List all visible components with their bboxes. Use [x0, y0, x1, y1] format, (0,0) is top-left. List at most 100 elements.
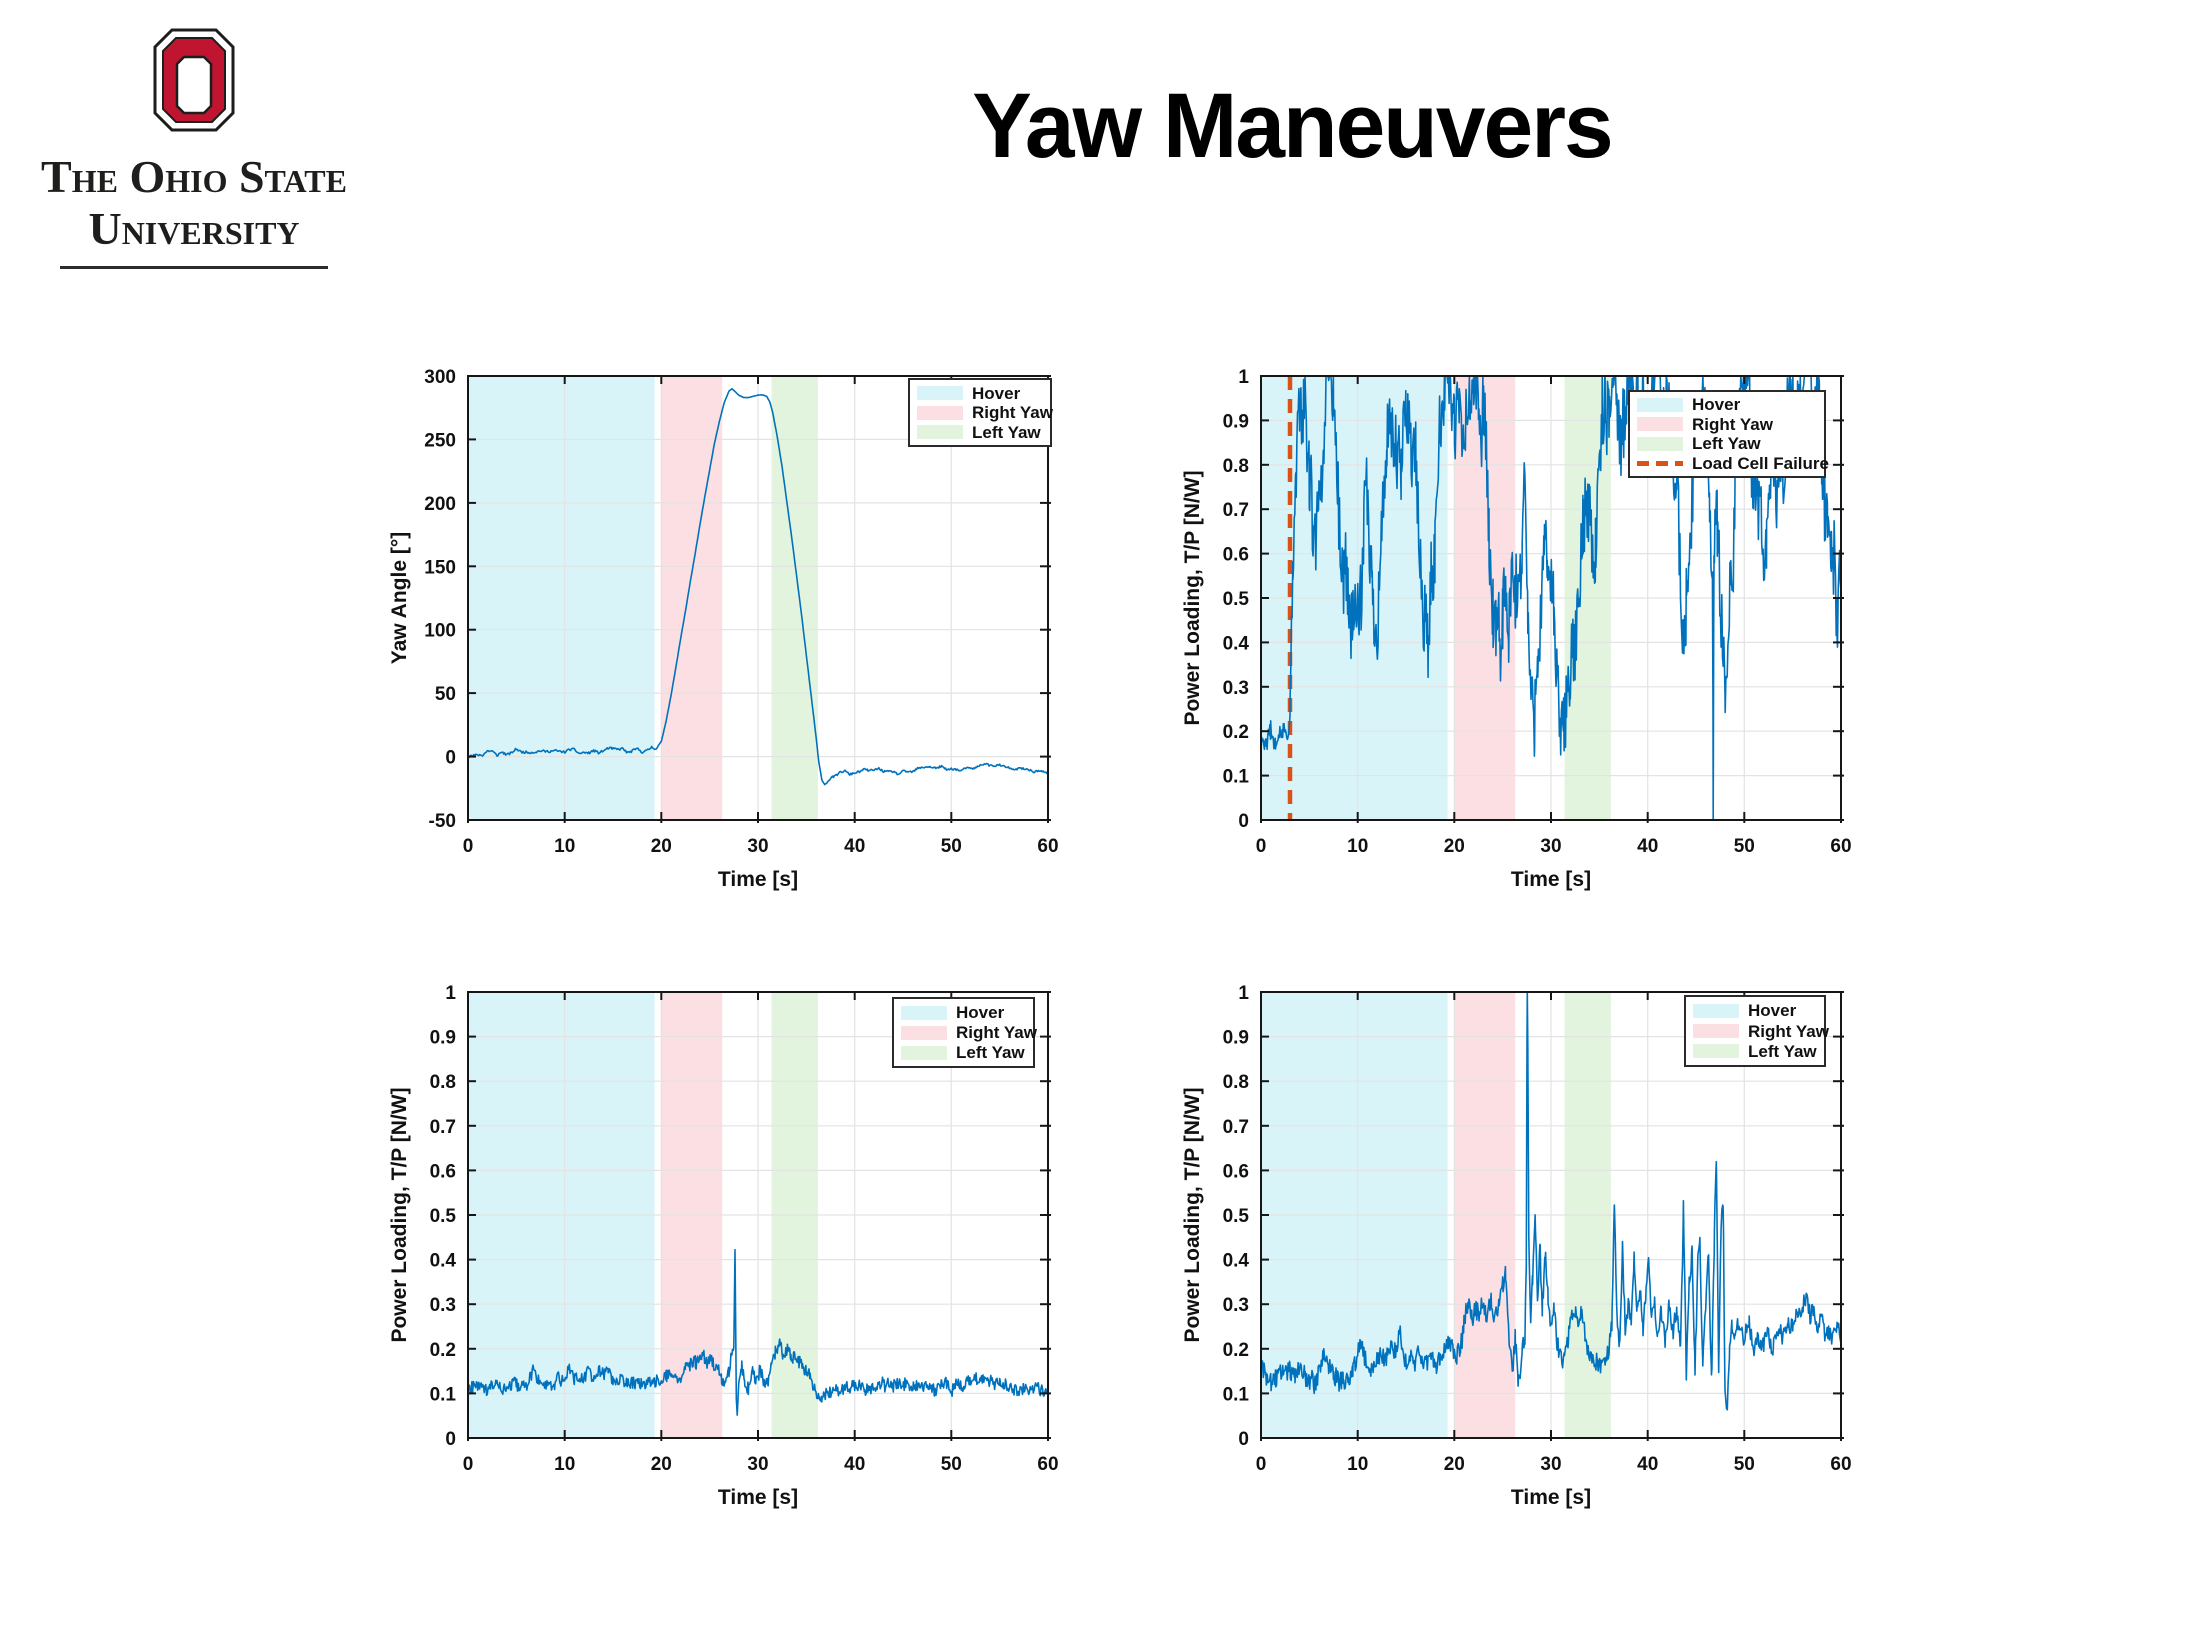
y-tick-label: -50 [429, 811, 456, 832]
x-axis-label: Time [s] [718, 1486, 798, 1509]
y-tick-label: 0 [445, 748, 456, 769]
legend-label-left-yaw: Left Yaw [972, 422, 1041, 442]
legend-swatch-right-yaw [1693, 1024, 1739, 1038]
y-tick-label: 0.7 [1223, 1117, 1249, 1138]
yaw-angle-legend: Hover Right Yaw Left Yaw [908, 378, 1053, 447]
y-tick-label: 0.4 [1223, 1251, 1250, 1272]
legend-row-left-yaw: Left Yaw [901, 1044, 1026, 1061]
y-tick-label: 0.8 [430, 1072, 456, 1093]
axes-box [1260, 375, 1842, 821]
x-tick-label: 40 [1637, 1454, 1658, 1475]
legend-swatch-left-yaw [917, 425, 963, 439]
power-loading-right-legend: Hover Right Yaw Left Yaw [1684, 995, 1829, 1067]
y-tick-label: 0.1 [1223, 767, 1250, 788]
axes-box [467, 991, 1049, 1439]
y-tick-label: 0 [445, 1429, 456, 1450]
chart-power-loading-failure: 0 10 20 30 40 50 60 0 0.1 0.2 0.3 0.4 0.5 0.6 0.7 0.8 0.… [1171, 358, 1859, 904]
legend-row-load-cell-failure: Load Cell Failure [1637, 455, 1829, 472]
legend-swatch-right-yaw [1637, 417, 1683, 432]
chart-power-loading-right: 0 10 20 30 40 50 60 0 0.1 0.2 0.3 0.4 0.5 0.6 0.7 0.8 0.… [1171, 974, 1859, 1522]
y-tick-label: 0.7 [1223, 500, 1249, 521]
y-tick-label: 0.8 [1223, 1072, 1249, 1093]
legend-swatch-hover [917, 386, 963, 400]
yaw-angle-plot: 0 10 20 30 40 50 60 -50 0 50 100 150 200 250 300 Time [… [388, 367, 1059, 891]
y-tick-label: 0 [1238, 811, 1249, 832]
legend-label-hover: Hover [1692, 395, 1741, 415]
y-tick-label: 0.2 [430, 1340, 456, 1361]
y-tick-label: 0.4 [1223, 633, 1250, 654]
power-loading-left-plot: 0 10 20 30 40 50 60 0 0.1 0.2 0.3 0.4 0.5 0.6 0.7 0.8 0.… [388, 983, 1059, 1509]
legend-label-left-yaw: Left Yaw [1748, 1041, 1817, 1061]
power-loading-left-legend: Hover Right Yaw Left Yaw [892, 997, 1037, 1068]
power-loading-right-plot: 0 10 20 30 40 50 60 0 0.1 0.2 0.3 0.4 0.5 0.6 0.7 0.8 0.… [1181, 983, 1852, 1509]
y-tick-label: 0.3 [430, 1295, 456, 1316]
legend-row-right-yaw: Right Yaw [917, 404, 1053, 421]
x-tick-label: 10 [554, 1454, 575, 1475]
legend-dashed-line-sample [1637, 460, 1683, 466]
x-tick-label: 50 [1734, 1454, 1755, 1475]
x-tick-label: 10 [1347, 1454, 1368, 1475]
x-tick-label: 40 [844, 836, 865, 857]
y-tick-label: 0.8 [1223, 456, 1249, 477]
x-tick-label: 10 [554, 836, 575, 857]
x-tick-label: 60 [1037, 836, 1058, 857]
y-tick-label: 0.9 [1223, 411, 1249, 432]
x-tick-label: 30 [1540, 836, 1561, 857]
legend-swatch-hover [901, 1005, 947, 1020]
legend-swatch-left-yaw [1637, 436, 1683, 451]
y-tick-label: 0.5 [430, 1206, 457, 1227]
x-tick-label: 40 [844, 1454, 865, 1475]
legend-label-right-yaw: Right Yaw [1692, 414, 1773, 434]
x-tick-label: 30 [747, 1454, 768, 1475]
band-right-yaw [661, 376, 723, 820]
x-axis-label: Time [s] [718, 868, 798, 891]
x-tick-label: 0 [463, 1454, 474, 1475]
x-tick-label: 50 [941, 1454, 962, 1475]
y-tick-label: 0.4 [430, 1251, 457, 1272]
y-tick-label: 0.2 [1223, 722, 1249, 743]
legend-label-hover: Hover [972, 383, 1021, 403]
legend-row-left-yaw: Left Yaw [917, 424, 1043, 441]
y-tick-label: 0.6 [1223, 545, 1249, 566]
x-tick-label: 40 [1637, 836, 1658, 857]
legend-row-right-yaw: Right Yaw [901, 1024, 1037, 1041]
legend-swatch-left-yaw [901, 1045, 947, 1060]
legend-row-hover: Hover [917, 385, 1043, 402]
x-tick-label: 60 [1037, 1454, 1058, 1475]
y-tick-label: 0.2 [1223, 1340, 1249, 1361]
slide-title: Yaw Maneuvers [972, 75, 1613, 177]
series-yaw-angle [468, 388, 1048, 786]
y-tick-label: 200 [424, 494, 456, 515]
osu-block-o-icon [153, 28, 235, 132]
x-tick-label: 50 [1734, 836, 1755, 857]
osu-logo: The Ohio State University [0, 0, 388, 270]
y-tick-label: 0.3 [1223, 678, 1249, 699]
x-axis-label: Time [s] [1511, 868, 1591, 891]
y-tick-label: 150 [424, 557, 456, 578]
x-tick-label: 20 [651, 1454, 672, 1475]
legend-label-right-yaw: Right Yaw [972, 403, 1053, 422]
x-tick-label: 30 [747, 836, 768, 857]
legend-label-load-cell-failure: Load Cell Failure [1692, 453, 1829, 473]
x-tick-label: 10 [1347, 836, 1368, 857]
y-tick-label: 0.9 [430, 1028, 456, 1049]
osu-wordmark-line2: University [88, 202, 300, 254]
y-axis-label: Power Loading, T/P [N/W] [1181, 1087, 1204, 1342]
y-axis-label: Power Loading, T/P [N/W] [388, 1087, 411, 1342]
y-tick-label: 0.5 [1223, 589, 1250, 610]
legend-label-hover: Hover [956, 1003, 1005, 1022]
legend-row-left-yaw: Left Yaw [1693, 1043, 1817, 1060]
power-loading-failure-plot: 0 10 20 30 40 50 60 0 0.1 0.2 0.3 0.4 0.5 0.6 0.7 0.8 0.… [1181, 367, 1852, 891]
series-power-loading [468, 1248, 1048, 1416]
y-tick-label: 0.6 [430, 1161, 456, 1182]
y-axis-label: Yaw Angle [°] [388, 532, 411, 664]
y-tick-label: 0.7 [430, 1117, 456, 1138]
legend-label-left-yaw: Left Yaw [1692, 434, 1761, 454]
legend-row-right-yaw: Right Yaw [1693, 1023, 1829, 1040]
legend-swatch-hover [1693, 1003, 1739, 1018]
x-tick-label: 60 [1830, 1454, 1851, 1475]
y-tick-label: 1 [1238, 367, 1249, 388]
x-axis-label: Time [s] [1511, 1486, 1591, 1509]
y-tick-label: 0.3 [1223, 1295, 1249, 1316]
